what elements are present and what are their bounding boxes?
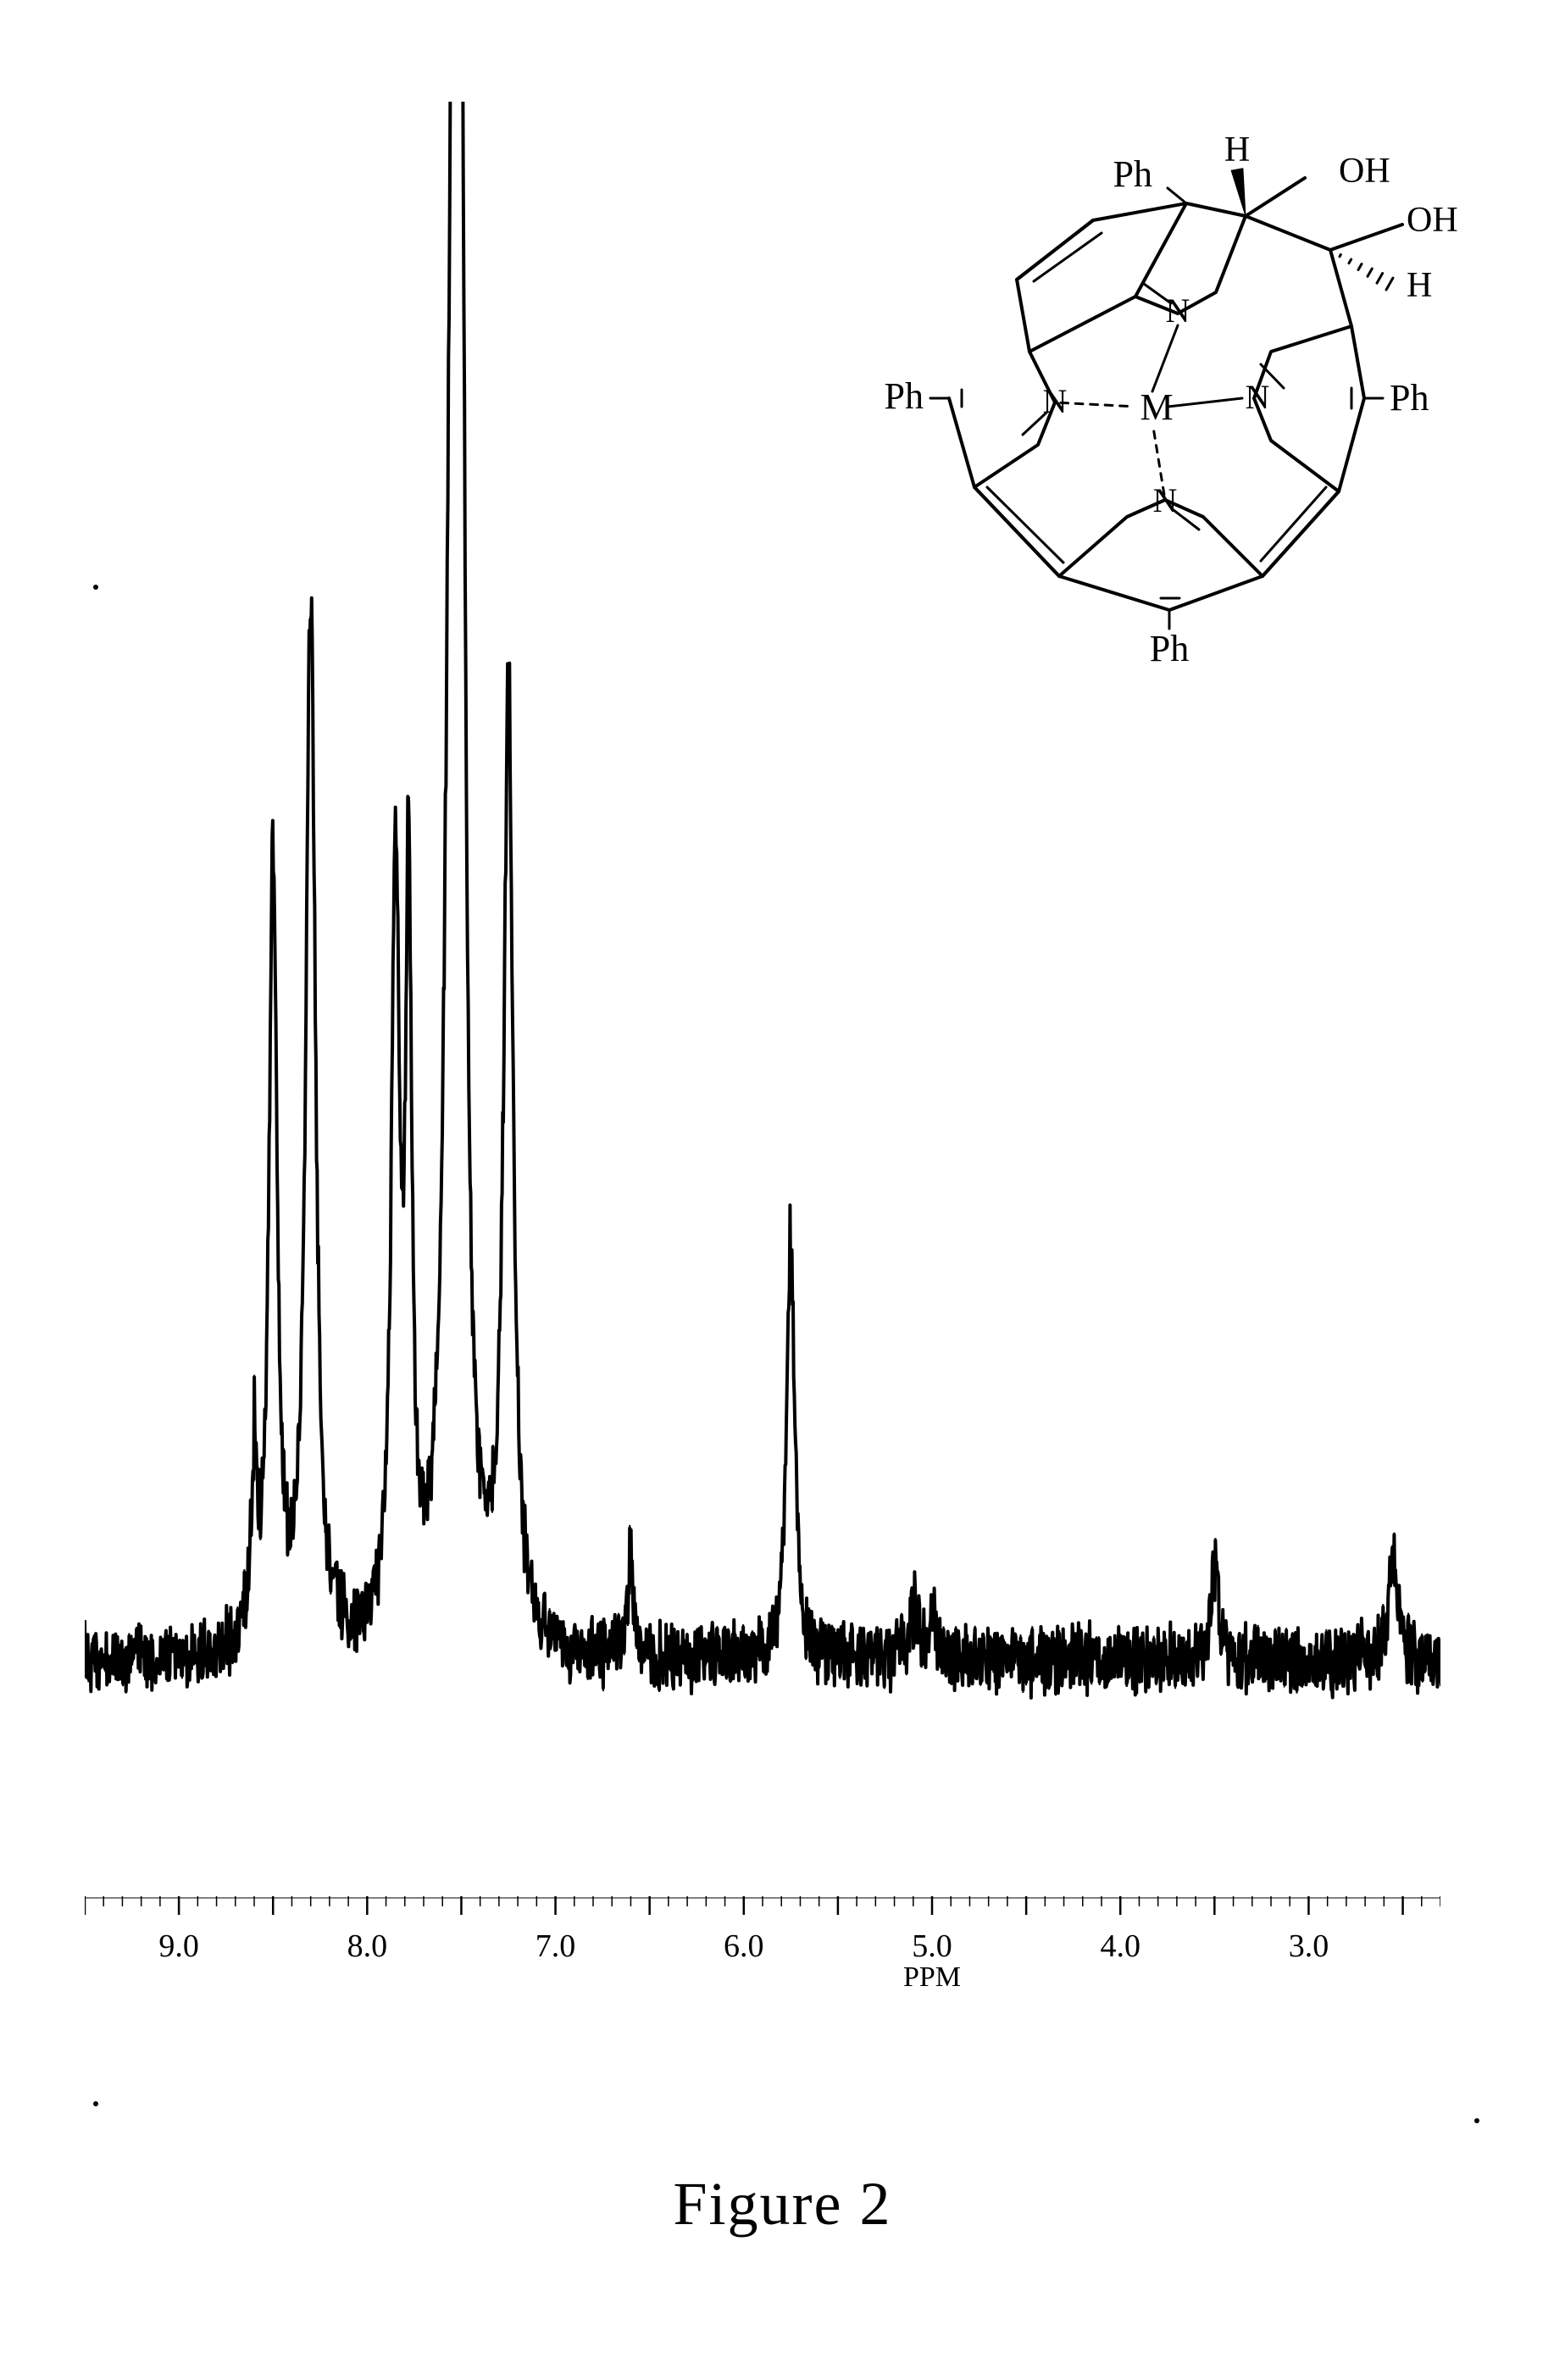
scan-artifact-dot (93, 2101, 98, 2106)
svg-text:N: N (1246, 378, 1270, 416)
figure-caption: Figure 2 (674, 2169, 892, 2239)
axis-tick-label: 3.0 (1289, 1928, 1329, 1965)
axis-tick-label: 6.0 (724, 1928, 764, 1965)
axis-tick-label: 7.0 (536, 1928, 576, 1965)
svg-text:OH: OH (1407, 201, 1458, 240)
scan-artifact-dot (1474, 2118, 1479, 2123)
axis-tick-label: 8.0 (347, 1928, 388, 1965)
axis-ticks-svg (85, 1889, 1440, 1923)
svg-text:Ph: Ph (1113, 153, 1152, 195)
svg-text:Ph: Ph (1390, 377, 1429, 419)
x-axis: 9.0 8.0 7.0 6.0 5.0 4.0 3.0 PPM (85, 1889, 1440, 1991)
svg-text:N: N (1166, 291, 1190, 330)
ppm-unit-label: PPM (903, 1961, 961, 1994)
svg-text:Ph: Ph (885, 375, 924, 417)
axis-tick-label: 9.0 (158, 1928, 199, 1965)
chemical-structure: NNNNMHOHOHHPhPhPhPh (847, 51, 1508, 712)
svg-text:H: H (1224, 130, 1250, 169)
svg-text:N: N (1153, 481, 1178, 519)
axis-tick-label: 4.0 (1100, 1928, 1140, 1965)
svg-text:Ph: Ph (1150, 628, 1189, 669)
svg-text:N: N (1043, 382, 1068, 420)
svg-text:H: H (1407, 266, 1432, 305)
svg-text:OH: OH (1339, 152, 1390, 191)
scan-artifact-dot (93, 585, 98, 590)
axis-tick-label: 5.0 (912, 1928, 952, 1965)
structure-svg: NNNNMHOHOHHPhPhPhPh (847, 51, 1508, 712)
